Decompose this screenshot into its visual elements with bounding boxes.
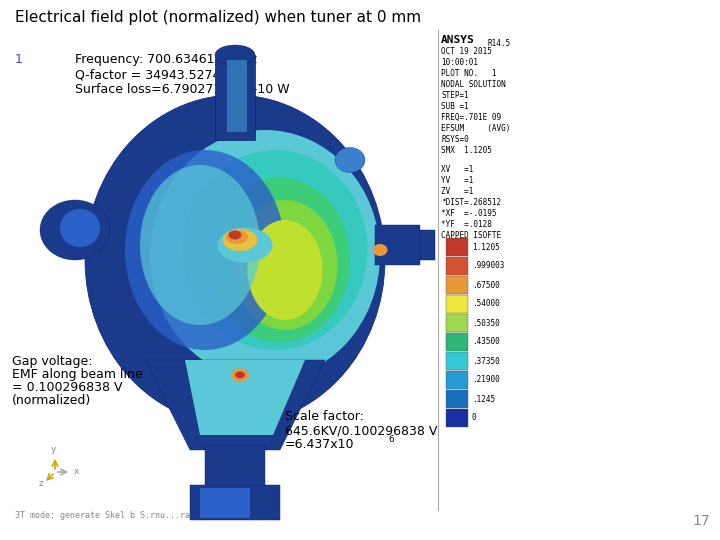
Ellipse shape <box>217 227 272 262</box>
Text: .1245: .1245 <box>472 395 495 403</box>
Text: 1.1205: 1.1205 <box>472 242 500 252</box>
Bar <box>446 333 468 351</box>
Text: (normalized): (normalized) <box>12 394 91 407</box>
Text: Electrical field plot (normalized) when tuner at 0 mm: Electrical field plot (normalized) when … <box>15 10 421 25</box>
Text: Surface loss=6.790271896E-10 W: Surface loss=6.790271896E-10 W <box>75 83 289 96</box>
Text: SUB =1: SUB =1 <box>441 102 469 111</box>
Ellipse shape <box>60 209 100 247</box>
Text: .21900: .21900 <box>472 375 500 384</box>
Polygon shape <box>185 360 305 435</box>
Text: EFSUM     (AVG): EFSUM (AVG) <box>441 124 510 133</box>
Text: 17: 17 <box>693 514 710 528</box>
Text: Q-factor = 34943.5274: Q-factor = 34943.5274 <box>75 68 220 81</box>
Polygon shape <box>145 360 325 450</box>
Bar <box>446 390 468 408</box>
Text: FREQ=.701E 09: FREQ=.701E 09 <box>441 113 501 122</box>
Text: 645.6KV/0.100296838 V: 645.6KV/0.100296838 V <box>285 424 437 437</box>
Ellipse shape <box>182 150 367 350</box>
Text: YV   =1: YV =1 <box>441 176 473 185</box>
FancyBboxPatch shape <box>215 55 255 140</box>
Text: y: y <box>50 445 55 454</box>
Ellipse shape <box>228 231 241 240</box>
Ellipse shape <box>335 147 365 172</box>
Text: STEP=1: STEP=1 <box>441 91 469 100</box>
Text: Gap voltage:: Gap voltage: <box>12 355 92 368</box>
Bar <box>446 371 468 389</box>
Text: Frequency: 700.634612  MHz: Frequency: 700.634612 MHz <box>75 53 257 66</box>
Text: .999003: .999003 <box>472 261 505 271</box>
Ellipse shape <box>372 244 387 256</box>
Ellipse shape <box>231 368 249 381</box>
Bar <box>446 276 468 294</box>
FancyBboxPatch shape <box>205 445 265 490</box>
Text: RSYS=0: RSYS=0 <box>441 135 469 144</box>
Text: XV   =1: XV =1 <box>441 165 473 174</box>
Text: 6: 6 <box>388 435 394 444</box>
Text: .37350: .37350 <box>472 356 500 366</box>
Text: CAPPED ISOFTE: CAPPED ISOFTE <box>441 231 501 240</box>
Ellipse shape <box>140 165 260 325</box>
Ellipse shape <box>235 372 245 379</box>
Text: *YF  =.0128: *YF =.0128 <box>441 220 492 229</box>
Text: 0: 0 <box>472 414 477 422</box>
Text: *DIST=.268512: *DIST=.268512 <box>441 198 501 207</box>
Text: .43500: .43500 <box>472 338 500 347</box>
Ellipse shape <box>40 200 110 260</box>
Bar <box>446 409 468 427</box>
Text: z: z <box>39 479 43 488</box>
Ellipse shape <box>225 365 255 385</box>
Text: *XF  =-.0195: *XF =-.0195 <box>441 209 497 218</box>
Text: x: x <box>74 468 79 476</box>
Text: R14.5: R14.5 <box>488 39 511 48</box>
Bar <box>446 238 468 256</box>
Bar <box>446 257 468 275</box>
Text: ZV   =1: ZV =1 <box>441 187 473 196</box>
Ellipse shape <box>222 229 258 251</box>
Ellipse shape <box>215 45 255 65</box>
Ellipse shape <box>85 95 385 425</box>
Ellipse shape <box>150 130 380 380</box>
Text: OCT 19 2015: OCT 19 2015 <box>441 47 492 56</box>
FancyBboxPatch shape <box>380 230 435 260</box>
Text: EMF along beam line: EMF along beam line <box>12 368 143 381</box>
Ellipse shape <box>125 150 285 350</box>
Text: NODAL SOLUTION: NODAL SOLUTION <box>441 80 505 89</box>
Bar <box>446 295 468 313</box>
FancyBboxPatch shape <box>190 485 280 520</box>
Bar <box>446 314 468 332</box>
Text: SMX  1.1205: SMX 1.1205 <box>441 146 492 155</box>
FancyBboxPatch shape <box>200 488 250 518</box>
FancyBboxPatch shape <box>227 60 247 132</box>
Text: .54000: .54000 <box>472 300 500 308</box>
Text: PLOT NO.   1: PLOT NO. 1 <box>441 69 497 78</box>
Text: =6.437x10: =6.437x10 <box>285 438 354 451</box>
Text: .67500: .67500 <box>472 280 500 289</box>
Text: ANSYS: ANSYS <box>441 35 474 45</box>
Ellipse shape <box>226 230 248 244</box>
Text: 3T mode: generate Skel b S.rnu...ral  (Th): 3T mode: generate Skel b S.rnu...ral (Th… <box>15 511 225 520</box>
Ellipse shape <box>233 200 338 330</box>
Ellipse shape <box>210 178 350 342</box>
Bar <box>446 352 468 370</box>
Text: Scale factor:: Scale factor: <box>285 410 364 423</box>
Ellipse shape <box>248 220 323 320</box>
FancyBboxPatch shape <box>375 225 420 265</box>
Text: 1: 1 <box>15 53 23 66</box>
Text: = 0.100296838 V: = 0.100296838 V <box>12 381 122 394</box>
Text: .50350: .50350 <box>472 319 500 327</box>
Text: 10:00:01: 10:00:01 <box>441 58 478 67</box>
